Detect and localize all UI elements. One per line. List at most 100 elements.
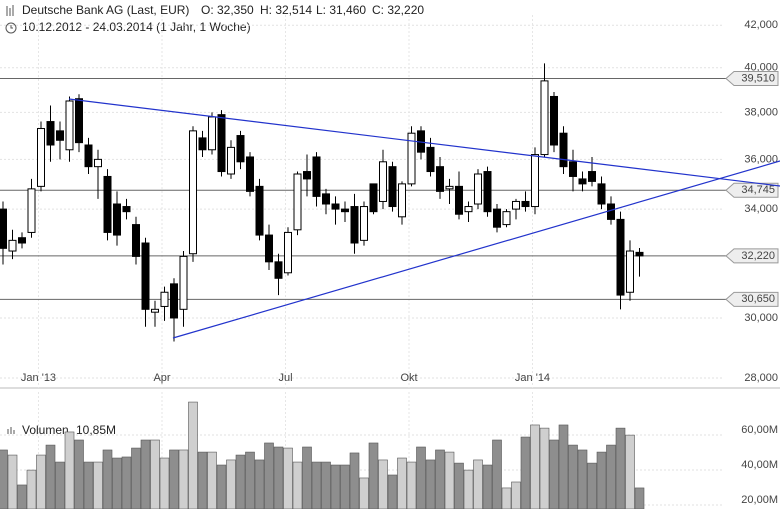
- volume-bar: [254, 459, 265, 509]
- volume-bar: [368, 442, 379, 509]
- volume-bar: [283, 447, 293, 509]
- candle-body: [94, 158, 102, 168]
- candle-body: [635, 251, 644, 257]
- candle-body: [426, 146, 435, 173]
- candle-body: [255, 185, 264, 236]
- y-tick-label: 40,00M: [741, 459, 778, 471]
- volume-bar: [406, 461, 417, 509]
- candle-body: [189, 130, 197, 255]
- volume-bar: [140, 439, 151, 509]
- volume-bar: [425, 459, 436, 509]
- y-tick-label: 30,000: [744, 312, 778, 324]
- volume-bar: [235, 454, 246, 509]
- volume-bar: [340, 464, 350, 509]
- ohlc-close: C: 32,220: [372, 3, 424, 17]
- candle-body: [407, 132, 416, 185]
- volume-bar: [530, 424, 540, 509]
- candle-body: [559, 132, 568, 168]
- level-label: 30,650: [741, 293, 775, 305]
- x-tick-label: Jul: [278, 372, 292, 384]
- candle-body: [113, 203, 121, 236]
- volume-bar: [615, 427, 626, 509]
- volume-bar: [492, 439, 502, 509]
- volume-bar: [226, 459, 236, 509]
- volume-bar: [178, 449, 189, 509]
- volume-icon: [7, 427, 15, 434]
- candle-body: [84, 144, 93, 168]
- chart-icon: [6, 5, 14, 16]
- y-tick-label: 38,000: [744, 106, 778, 118]
- y-tick-label: 42,000: [744, 19, 778, 31]
- volume-bar: [596, 451, 607, 509]
- volume-bar: [482, 464, 493, 509]
- volume-bar: [454, 462, 464, 509]
- candle-body: [493, 208, 501, 228]
- icons: [5, 5, 17, 434]
- volume-bar: [625, 434, 635, 509]
- volume-bar: [26, 469, 37, 509]
- candle-body: [65, 100, 74, 151]
- clock-hand: [10, 25, 13, 29]
- trendline-lower: [172, 160, 780, 339]
- candle-body: [322, 193, 330, 205]
- level-box: [725, 70, 779, 86]
- volume-bar: [74, 439, 84, 509]
- x-tick-label: Apr: [153, 372, 170, 384]
- volume-bar: [321, 461, 331, 509]
- candle-body: [540, 80, 549, 156]
- volume-bar: [45, 444, 56, 509]
- volume-bar: [121, 456, 132, 509]
- volume-bar: [83, 461, 94, 509]
- x-tick-label: Jan '14: [515, 372, 550, 384]
- candle-body: [103, 175, 112, 233]
- candle-body: [502, 211, 511, 226]
- volume-bar: [606, 444, 616, 509]
- candle-body: [236, 135, 245, 163]
- volume-bar: [55, 461, 65, 509]
- y-tick-label: 36,000: [744, 153, 778, 165]
- x-tick-label: Okt: [400, 372, 417, 384]
- candle-body: [46, 121, 55, 146]
- level-label: 39,510: [741, 72, 775, 84]
- candle-body: [626, 250, 634, 293]
- candle-body: [274, 261, 283, 279]
- candle-body: [455, 185, 463, 215]
- volume-bar: [587, 462, 597, 509]
- candle-body: [531, 154, 539, 208]
- volume-bar: [558, 424, 569, 509]
- candle-body: [284, 231, 292, 274]
- volume-bar: [311, 461, 322, 509]
- volume-bar: [197, 451, 208, 509]
- candle-body: [569, 161, 577, 177]
- volume-bar: [520, 436, 531, 509]
- volume-title: Volumen: [22, 423, 69, 437]
- candle-body: [122, 206, 131, 213]
- candle-body: [369, 183, 378, 213]
- level-box: [725, 291, 779, 307]
- volume-bar: [501, 487, 512, 509]
- volume-bar: [150, 439, 160, 509]
- candle-body: [388, 166, 397, 208]
- chart-subtitle: 10.12.2012 - 24.03.2014 (1 Jahr, 1 Woche…: [22, 20, 251, 34]
- candle-body: [293, 173, 302, 231]
- candle-body: [151, 308, 159, 313]
- volume-bar: [93, 461, 103, 509]
- volume-bar: [359, 477, 369, 509]
- candle-body: [27, 188, 36, 233]
- volume-bar: [245, 451, 255, 509]
- candle-body: [198, 137, 207, 151]
- volume-bar: [17, 484, 27, 509]
- candle-body: [436, 166, 444, 192]
- candle-body: [483, 171, 492, 213]
- level-label: 34,745: [741, 184, 775, 196]
- candle-body: [616, 218, 625, 296]
- volume-bar: [131, 447, 141, 509]
- volume-bar: [435, 449, 445, 509]
- volume-bar: [188, 401, 198, 509]
- ohlc-open: O: 32,350: [201, 3, 254, 17]
- candle-body: [464, 206, 473, 213]
- volume-bar: [330, 464, 341, 509]
- candle-body: [607, 203, 615, 220]
- y-tick-label: 60,00M: [741, 424, 778, 436]
